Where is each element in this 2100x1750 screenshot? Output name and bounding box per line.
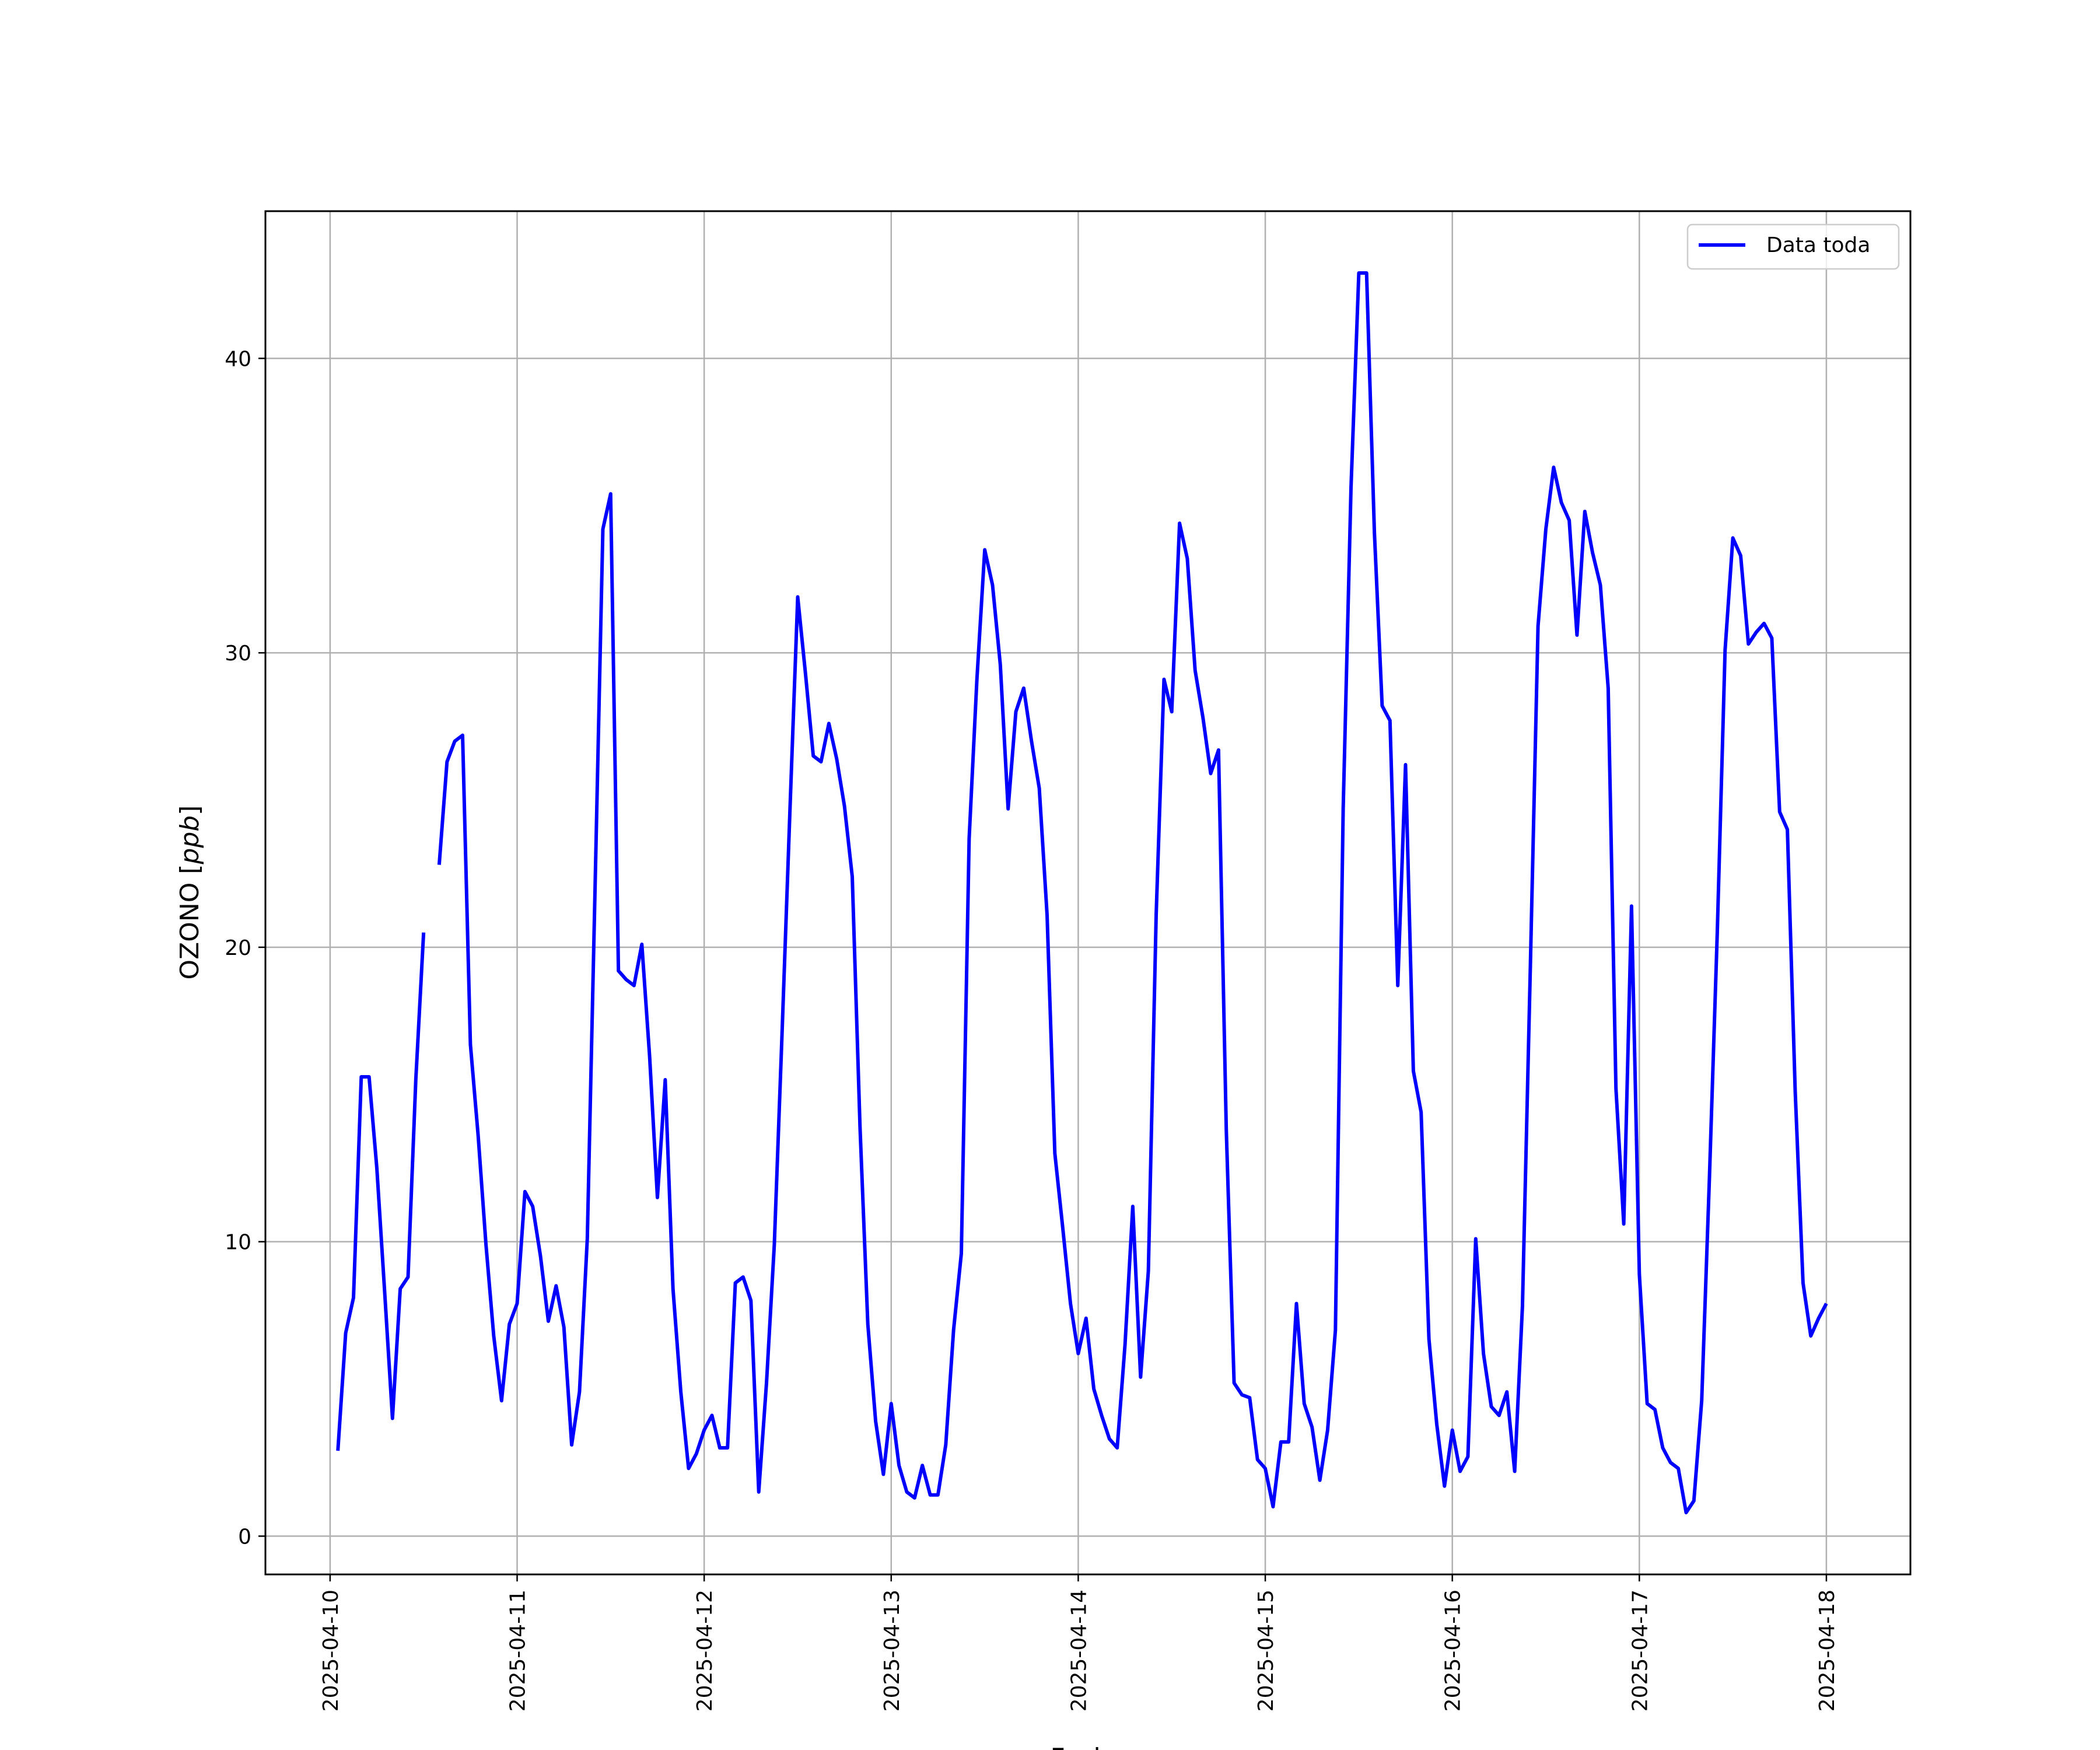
x-tick-label: 2025-04-11 — [506, 1590, 530, 1712]
x-tick-label: 2025-04-17 — [1628, 1590, 1652, 1712]
x-axis-ticks: 2025-04-10 2025-04-11 2025-04-12 2025-04-13… — [319, 1574, 1839, 1712]
series-line — [336, 271, 1828, 1514]
y-tick-label: 0 — [238, 1525, 251, 1549]
legend-box — [1686, 223, 1900, 270]
x-tick-label: 2025-04-10 — [319, 1590, 343, 1712]
y-tick-label: 40 — [225, 347, 251, 371]
y-axis-label-unit: ppb — [175, 816, 205, 865]
x-tick-label: 2025-04-18 — [1815, 1590, 1839, 1712]
y-tick-label: 30 — [225, 642, 251, 666]
plot-area-background — [265, 211, 1910, 1574]
plot-frame — [264, 210, 1912, 1576]
y-axis-label-suffix: ] — [175, 805, 205, 815]
y-axis-label-prefix: OZONO [ — [175, 864, 205, 979]
x-tick-label: 2025-04-16 — [1441, 1590, 1465, 1712]
y-axis-ticks: 0 10 20 30 40 — [225, 347, 265, 1549]
x-axis-label: Fecha — [1050, 1743, 1125, 1750]
x-tick-label: 2025-04-13 — [880, 1590, 904, 1712]
x-tick-label: 2025-04-15 — [1254, 1590, 1278, 1712]
y-tick-label: 10 — [225, 1231, 251, 1255]
legend-label: Data toda — [1766, 233, 1870, 257]
y-axis-label: OZONO [ppb] — [175, 805, 205, 979]
legend: Data toda — [1686, 223, 1900, 270]
series-layer — [336, 271, 1828, 1514]
y-tick-label: 20 — [225, 936, 251, 960]
x-tick-label: 2025-04-12 — [693, 1590, 717, 1712]
x-tick-label: 2025-04-14 — [1067, 1590, 1091, 1712]
